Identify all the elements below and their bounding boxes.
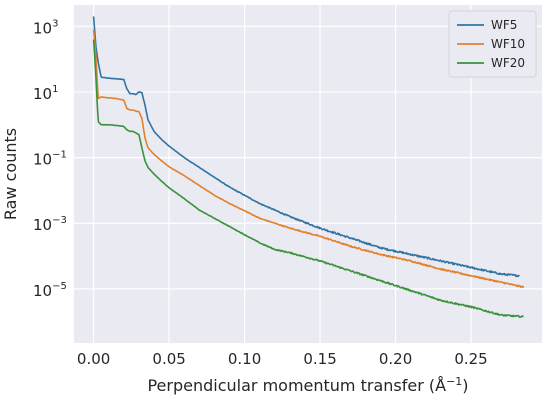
legend-label-wf10: WF10	[491, 37, 525, 51]
y-tick-label: 10−3	[33, 215, 67, 234]
y-tick-label: 10−5	[33, 281, 67, 300]
y-axis-label: Raw counts	[1, 128, 20, 220]
x-tick-label: 0.05	[152, 350, 185, 368]
x-axis-label: Perpendicular momentum transfer (Å−1)	[147, 375, 468, 395]
y-tick-label: 101	[33, 84, 58, 103]
legend: WF5 WF10 WF20	[448, 10, 537, 78]
series-line-wf10	[92, 29, 525, 289]
legend-label-wf5: WF5	[491, 18, 517, 32]
x-tick-label: 0.20	[379, 350, 412, 368]
x-tick-label: 0.15	[303, 350, 336, 368]
y-tick-label: 103	[33, 18, 58, 37]
legend-label-wf20: WF20	[491, 56, 525, 70]
series-line-wf20	[92, 39, 524, 319]
series-lines	[92, 16, 525, 319]
y-tick-label: 10−1	[33, 150, 67, 169]
series-line-wf5	[92, 16, 520, 278]
legend-box	[448, 10, 537, 78]
x-tick-label: 0.10	[228, 350, 261, 368]
x-tick-label: 0.25	[454, 350, 487, 368]
x-tick-label: 0.00	[77, 350, 110, 368]
tick-labels: 0.00 0.05 0.10 0.15 0.20 0.25 103 101 10−1 10−3 10…	[33, 18, 488, 368]
